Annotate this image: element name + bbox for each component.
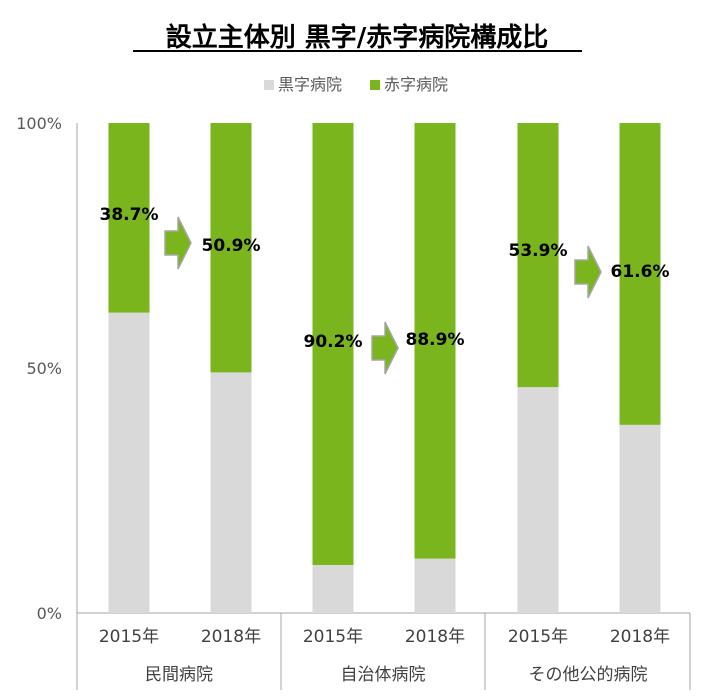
y-tick-label: 100% [16,114,62,133]
bar-segment-black [108,312,150,613]
chart-title: 設立主体別 黒字/赤字病院構成比 [166,22,549,53]
data-label: 88.9% [406,330,465,350]
bar-segment-black [210,372,252,613]
change-arrow [371,321,399,375]
bar-segment-black [517,387,559,613]
legend-label-black: 黒字病院 [278,75,342,94]
bar-segment-black [414,558,456,613]
bar-segment-red [619,123,661,425]
bar-segment-red [312,123,354,565]
bar-segment-red [108,123,150,313]
x-tick-label: 2018年 [405,627,465,647]
x-tick-label: 2018年 [201,627,261,647]
bars-layer [108,123,661,613]
group-label: 民間病院 [145,665,213,685]
change-arrow [164,216,192,270]
data-label: 38.7% [100,205,159,225]
legend-label-red: 赤字病院 [384,75,448,94]
bar-segment-black [619,424,661,613]
change-arrow [574,245,602,299]
bar-segment-black [312,564,354,613]
y-tick-label: 50% [26,359,62,378]
x-tick-label: 2015年 [508,627,568,647]
y-tick-label: 0% [37,604,62,623]
data-label: 90.2% [304,332,363,352]
x-tick-label: 2018年 [610,627,670,647]
bar-segment-red [517,123,559,388]
data-label: 61.6% [611,262,670,282]
bar-segment-red [210,123,252,373]
group-label: その他公的病院 [529,665,648,685]
group-label: 自治体病院 [341,665,426,685]
legend: 黒字病院 赤字病院 [264,75,448,94]
x-tick-label: 2015年 [99,627,159,647]
x-tick-label: 2015年 [303,627,363,647]
legend-swatch-red [370,80,380,90]
bar-segment-red [414,123,456,559]
data-label: 50.9% [202,236,261,256]
data-label: 53.9% [509,241,568,261]
labels-layer: 38.7% 50.9% 90.2% 88.9% 53.9% 61.6% [100,205,670,352]
arrows-layer [164,216,602,375]
legend-swatch-black [264,80,274,90]
